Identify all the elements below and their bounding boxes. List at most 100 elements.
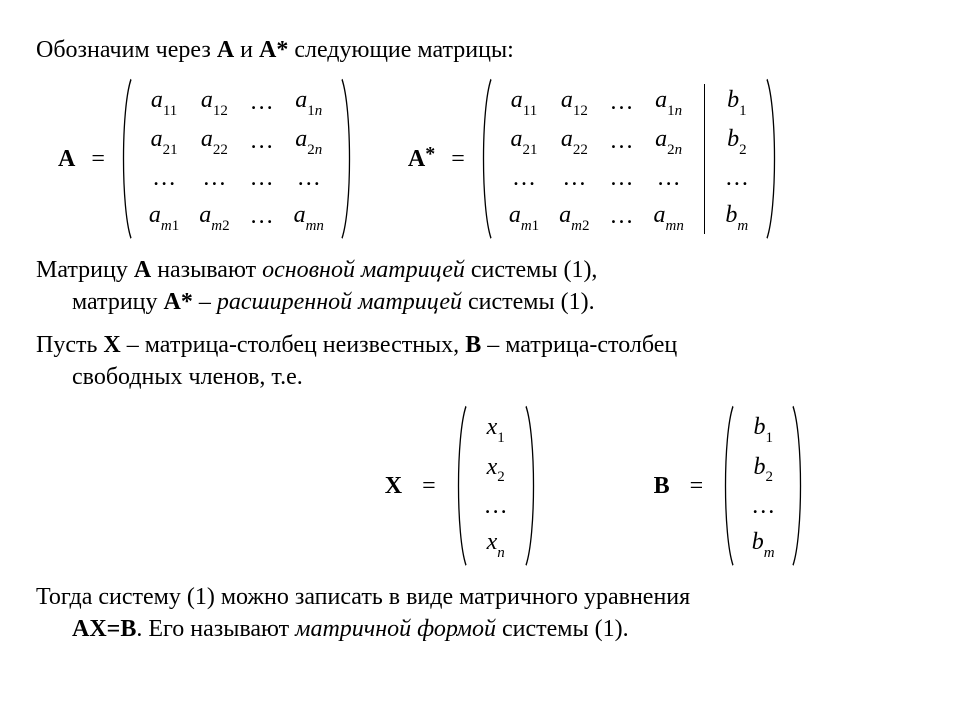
paren-right-icon [763, 76, 781, 242]
intro-paragraph: Обозначим через A и A* следующие матрицы… [36, 34, 924, 66]
matrix-cell: a1n [645, 82, 692, 121]
matrix-cell: a12 [191, 82, 238, 121]
matrix-cell: … [502, 160, 546, 196]
matrix-cell: a21 [500, 121, 547, 160]
matrix-cell: … [715, 160, 759, 196]
p4-a: Тогда систему (1) можно записать в виде … [36, 584, 690, 610]
matrix-cell: a11 [501, 82, 547, 121]
equals-4: = [690, 470, 704, 502]
p2-d: системы (1), [465, 257, 598, 283]
matrix-cell: am2 [549, 197, 599, 236]
matrix-X: x1x2…xn [452, 403, 540, 569]
matrix-cell: … [240, 84, 284, 120]
p2-e: матрицу [72, 289, 164, 315]
p4-d: матричной формой [295, 616, 496, 642]
matrix-cell: … [600, 198, 644, 234]
paragraph-3: Пусть X – матрица-столбец неизвестных, B… [36, 329, 924, 394]
label-Astar-star: * [425, 143, 435, 165]
paren-right-icon [789, 403, 807, 569]
p3-b: – матрица-столбец неизвестных, [121, 332, 465, 358]
matrix-cell: x2 [477, 449, 515, 488]
matrix-cell: am2 [189, 197, 239, 236]
matrix-B-grid: b1b2…bm [737, 403, 789, 569]
paren-left-icon [719, 403, 737, 569]
p2-g: расширенной матрицей [217, 289, 462, 315]
matrix-cell: a2n [285, 121, 332, 160]
p2-h: системы (1). [462, 289, 595, 315]
matrix-A: a11a12…a1na21a22…a2n…………am1am2…amn [117, 76, 356, 242]
matrix-cell: a2n [645, 121, 692, 160]
matrix-cell: x1 [477, 409, 515, 448]
matrix-cell: bm [715, 197, 758, 236]
matrix-cell: … [192, 160, 236, 196]
matrix-cell: b2 [717, 121, 757, 160]
matrix-row-2: X = x1x2…xn B = b1b2…bm [54, 403, 924, 569]
matrix-B: b1b2…bm [719, 403, 807, 569]
p3-B: B [465, 332, 481, 358]
matrix-cell: … [474, 488, 518, 524]
p2-line2: матрицу A* – расширенной матрицей систем… [36, 289, 595, 315]
matrix-cell: bm [742, 524, 785, 563]
equals-1: = [91, 143, 105, 175]
label-X: X [385, 470, 402, 502]
matrix-cell: a11 [141, 82, 187, 121]
matrix-X-grid: x1x2…xn [470, 403, 522, 569]
equals-2: = [451, 143, 465, 175]
p4-line2: AX=B. Его называют матричной формой сист… [36, 616, 629, 642]
matrix-cell: amn [644, 197, 694, 236]
p2-a: Матрицу [36, 257, 134, 283]
label-A: A [58, 143, 75, 175]
matrix-cell: … [741, 488, 785, 524]
paragraph-2: Матрицу A называют основной матрицей сис… [36, 254, 924, 319]
label-Astar: A* [408, 143, 435, 175]
matrix-cell: b2 [743, 449, 783, 488]
matrix-cell: … [600, 160, 644, 196]
equals-3: = [422, 470, 436, 502]
matrix-cell: amn [284, 197, 334, 236]
matrix-cell: … [647, 160, 691, 196]
symbol-Astar: A* [259, 37, 288, 63]
matrix-Astar-right-grid: b1b2…bm [711, 76, 763, 242]
matrix-cell: … [600, 123, 644, 159]
p2-A: A [134, 257, 151, 283]
matrix-row-1: A = a11a12…a1na21a22…a2n…………am1am2…amn A… [54, 76, 924, 242]
paren-right-icon [338, 76, 356, 242]
matrix-cell: a22 [191, 121, 238, 160]
matrix-Astar-left-grid: a11a12…a1na21a22…a2n…………am1am2…amn [495, 76, 698, 242]
label-B: B [654, 470, 670, 502]
p3-a: Пусть [36, 332, 103, 358]
paren-left-icon [477, 76, 495, 242]
matrix-cell: am1 [139, 197, 189, 236]
matrix-A-grid: a11a12…a1na21a22…a2n…………am1am2…amn [135, 76, 338, 242]
matrix-cell: xn [477, 524, 515, 563]
p4-e: системы (1). [496, 616, 629, 642]
matrix-cell: … [600, 84, 644, 120]
intro-mid: и [234, 37, 259, 63]
intro-pre: Обозначим через [36, 37, 217, 63]
matrix-cell: a22 [551, 121, 598, 160]
p2-c: основной матрицей [262, 257, 465, 283]
matrix-cell: … [287, 160, 331, 196]
matrix-cell: am1 [499, 197, 549, 236]
intro-post: следующие матрицы: [288, 37, 513, 63]
paren-left-icon [452, 403, 470, 569]
matrix-cell: … [240, 123, 284, 159]
label-Astar-base: A [408, 146, 425, 172]
augment-bar [704, 84, 705, 234]
matrix-cell: … [240, 198, 284, 234]
matrix-cell: a1n [285, 82, 332, 121]
p3-c: – матрица-столбец [481, 332, 677, 358]
matrix-cell: … [552, 160, 596, 196]
matrix-cell: a21 [141, 121, 188, 160]
matrix-cell: b1 [743, 409, 783, 448]
matrix-cell: a12 [551, 82, 598, 121]
matrix-cell: b1 [717, 82, 757, 121]
p2-f: – [193, 289, 217, 315]
p4-b: AX=B [72, 616, 136, 642]
p2-b: называют [151, 257, 262, 283]
paren-right-icon [522, 403, 540, 569]
p3-X: X [103, 332, 120, 358]
matrix-cell: … [142, 160, 186, 196]
p2-Astar: A* [164, 289, 193, 315]
matrix-Astar: a11a12…a1na21a22…a2n…………am1am2…amn b1b2…… [477, 76, 781, 242]
